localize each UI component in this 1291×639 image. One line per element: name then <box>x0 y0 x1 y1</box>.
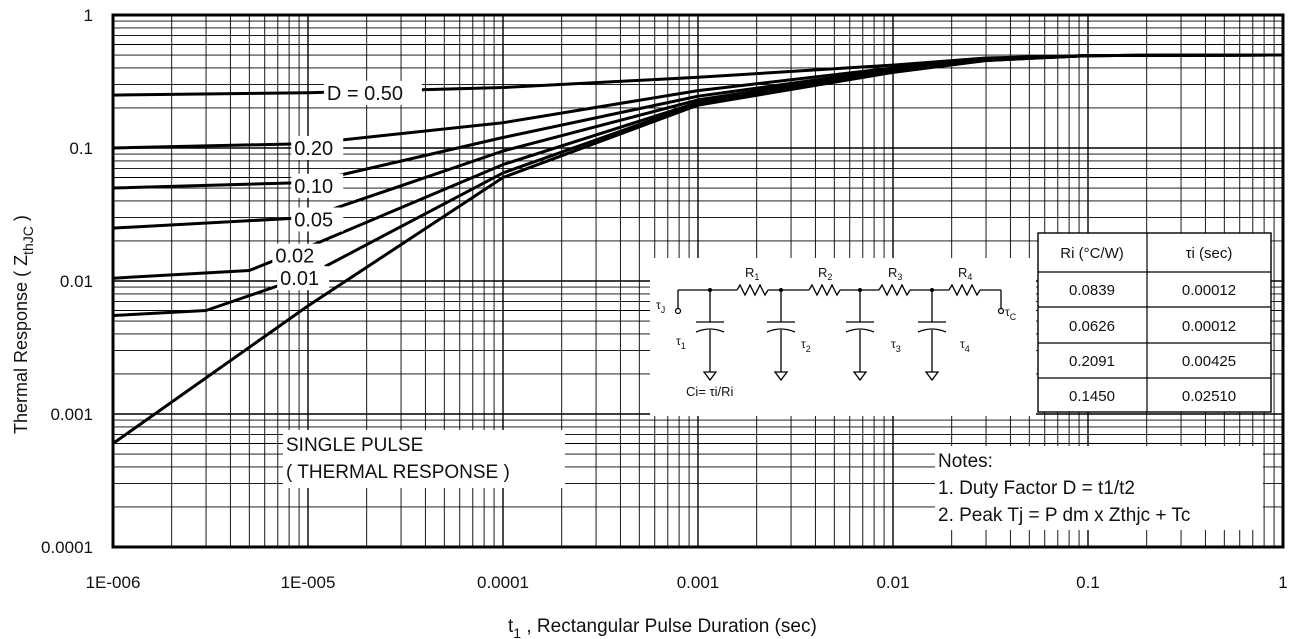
tau4-sub: 4 <box>965 344 970 354</box>
tau-j-sub: J <box>661 305 666 315</box>
x-axis-title: t1 , Rectangular Pulse Duration (sec) <box>508 616 817 639</box>
svg-text:0.05: 0.05 <box>294 210 333 232</box>
resistor-r4 <box>948 283 981 297</box>
tau-c-sub: C <box>1010 312 1017 322</box>
svg-text:τJ: τJ <box>656 298 665 315</box>
x-tick-label: 1E-006 <box>86 573 141 592</box>
r3-sub: 3 <box>897 272 902 282</box>
terminal-tc <box>997 307 1005 315</box>
y-axis-title-sub: thJC <box>20 226 36 255</box>
r1-label: R <box>745 265 754 280</box>
svg-text:D = 0.50: D = 0.50 <box>327 83 403 105</box>
tau2-label: τ <box>801 337 806 351</box>
notes-line2: 2. Peak Tj = P dm x Zthjc + Tc <box>938 505 1190 526</box>
table-header-tau: τi (sec) <box>1186 245 1233 262</box>
tau1-label: τ <box>676 334 681 348</box>
y-axis-title-close: ) <box>11 215 31 226</box>
single-pulse-line2: ( THERMAL RESPONSE ) <box>286 462 510 483</box>
x-tick-label: 0.001 <box>677 573 720 592</box>
tau2-sub: 2 <box>806 344 811 354</box>
y-tick-label: 0.1 <box>69 139 93 158</box>
series-label-0: D = 0.50 <box>323 80 422 105</box>
table-cell: 0.00012 <box>1182 282 1236 299</box>
x-tick-label: 1 <box>1278 573 1287 592</box>
y-axis-title: Thermal Response ( ZthJC ) <box>11 215 36 434</box>
tau3-label: τ <box>891 337 896 351</box>
x-tick-label: 1E-005 <box>281 573 336 592</box>
y-axis-title-main: Thermal Response ( Z <box>11 255 31 434</box>
curve-labels: D = 0.50 0.20 0.10 0.05 0.020.01 <box>272 80 422 291</box>
svg-text:0.20: 0.20 <box>294 138 333 160</box>
notes-line1: 1. Duty Factor D = t1/t2 <box>938 478 1135 499</box>
series-label-3: 0.05 <box>291 207 344 232</box>
plot-frame <box>111 13 1285 549</box>
notes-title: Notes: <box>938 451 993 472</box>
rc-table: Ri (°C/W) τi (sec) 0.0839 0.00012 0.0626… <box>1037 232 1272 413</box>
table-cell: 0.00425 <box>1182 353 1236 370</box>
svg-text:R4: R4 <box>958 265 972 282</box>
x-tick-label: 0.1 <box>1076 573 1100 592</box>
r1-sub: 1 <box>754 272 759 282</box>
svg-text:τC: τC <box>1005 305 1017 322</box>
y-tick-label: 0.001 <box>50 405 93 424</box>
table-cell: 0.02510 <box>1182 388 1236 405</box>
resistor-r2 <box>808 283 841 297</box>
r2-label: R <box>818 265 827 280</box>
resistor-r1 <box>736 283 769 297</box>
x-tick-labels: 1E-006 1E-005 0.0001 0.001 0.01 0.1 1 <box>86 573 1288 592</box>
table-cell: 0.1450 <box>1069 388 1115 405</box>
tau-c-label: τ <box>1005 305 1010 319</box>
terminal-tj <box>674 307 682 315</box>
svg-text:R1: R1 <box>745 265 759 282</box>
x-axis-title-main: t <box>508 616 514 637</box>
x-tick-label: 0.01 <box>876 573 909 592</box>
table-cell: 0.00012 <box>1182 318 1236 335</box>
y-tick-labels: 0.0001 0.001 0.01 0.1 1 <box>41 6 93 557</box>
notes-box: Notes: 1. Duty Factor D = t1/t2 2. Peak … <box>935 446 1263 530</box>
ci-formula: Ci= τi/Ri <box>686 384 734 399</box>
r4-sub: 4 <box>967 272 972 282</box>
svg-text:R3: R3 <box>888 265 902 282</box>
single-pulse-annotation: SINGLE PULSE ( THERMAL RESPONSE ) <box>283 430 565 488</box>
series-label-2: 0.10 <box>291 173 344 198</box>
capacitor-3 <box>845 290 875 382</box>
series-label-4: 0.02 <box>272 243 325 268</box>
table-cell: 0.0626 <box>1069 318 1115 335</box>
r2-sub: 2 <box>827 272 832 282</box>
svg-text:τ3: τ3 <box>891 337 901 354</box>
y-tick-label: 1 <box>84 6 93 25</box>
capacitor-4 <box>917 290 947 382</box>
series-line-6 <box>112 53 1284 445</box>
series-label-5: 0.01 <box>277 266 330 291</box>
tau1-sub: 1 <box>681 341 686 351</box>
rc-circuit-diagram: τJ τC R1 R2 R3 R4 τ1 τ2 τ3 τ4 Ci= τi/Ri <box>650 258 1036 416</box>
y-tick-label: 0.0001 <box>41 538 93 557</box>
r3-label: R <box>888 265 897 280</box>
table-header-ri: Ri (°C/W) <box>1060 245 1123 262</box>
tau-j-label: τ <box>656 298 661 312</box>
capacitor-1 <box>695 290 725 382</box>
svg-text:τ2: τ2 <box>801 337 811 354</box>
x-tick-label: 0.0001 <box>477 573 529 592</box>
table-cell: 0.2091 <box>1069 353 1115 370</box>
series-label-1: 0.20 <box>291 136 344 160</box>
x-axis-title-rest: , Rectangular Pulse Duration (sec) <box>521 616 817 637</box>
svg-text:R2: R2 <box>818 265 832 282</box>
y-tick-label: 0.01 <box>60 272 93 291</box>
table-cell: 0.0839 <box>1069 282 1115 299</box>
resistor-r3 <box>878 283 911 297</box>
svg-text:0.02: 0.02 <box>275 246 314 268</box>
tau4-label: τ <box>960 337 965 351</box>
tau3-sub: 3 <box>896 344 901 354</box>
capacitor-2 <box>766 290 796 382</box>
svg-text:τ4: τ4 <box>960 337 970 354</box>
single-pulse-line1: SINGLE PULSE <box>286 435 423 456</box>
svg-text:0.01: 0.01 <box>280 268 319 290</box>
x-axis-title-sub: 1 <box>513 625 521 639</box>
r4-label: R <box>958 265 967 280</box>
svg-text:0.10: 0.10 <box>294 176 333 198</box>
svg-text:τ1: τ1 <box>676 334 686 351</box>
